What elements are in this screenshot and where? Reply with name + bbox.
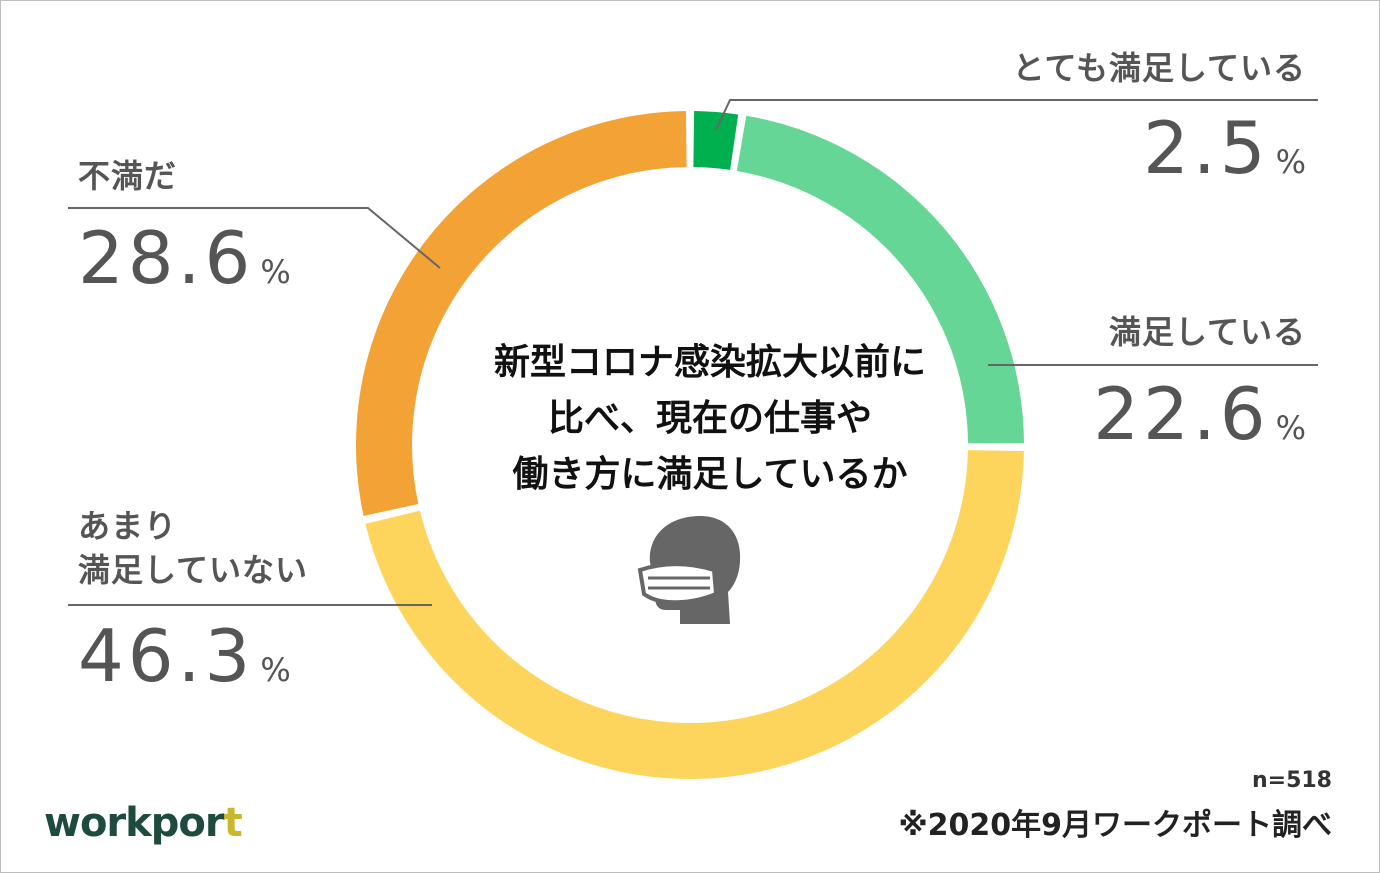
category-satisfied: 満足している <box>1108 313 1306 351</box>
logo-text-main: workpor <box>44 800 225 846</box>
sample-size: n=518 <box>1251 768 1332 793</box>
logo-text-accent: t <box>223 800 243 846</box>
value-not-very-satisfied-unit: % <box>260 651 291 689</box>
value-very-satisfied: 2.5% <box>1013 112 1306 198</box>
value-satisfied: 22.6% <box>1093 378 1306 464</box>
slice-satisfied <box>736 115 1024 444</box>
source-note: ※2020年9月ワークポート調べ <box>898 808 1332 843</box>
category-not-very-satisfied-line1: あまり <box>78 507 178 545</box>
value-not-very-satisfied-number: 46.3 <box>78 614 255 698</box>
value-very-satisfied-unit: % <box>1275 143 1306 181</box>
leader-lines <box>68 99 1318 606</box>
donut-slices <box>356 111 1024 780</box>
value-dissatisfied-unit: % <box>260 253 291 291</box>
category-dissatisfied: 不満だ <box>78 157 178 195</box>
leader-very-satisfied <box>715 99 1318 131</box>
label-dissatisfied: 不満だ 28.6% <box>78 154 291 308</box>
chart-title-line1: 新型コロナ感染拡大以前に <box>493 342 926 383</box>
value-dissatisfied-number: 28.6 <box>78 216 255 300</box>
label-not-very-satisfied: あまり 満足していない 46.3% <box>78 504 308 706</box>
category-very-satisfied: とても満足している <box>1012 49 1306 87</box>
value-dissatisfied: 28.6% <box>78 222 291 308</box>
value-not-very-satisfied: 46.3% <box>78 620 308 706</box>
value-satisfied-number: 22.6 <box>1093 372 1270 456</box>
workport-logo: workport <box>44 800 243 846</box>
slice-very-satisfied <box>693 111 739 170</box>
chart-title-line2: 比べ、現在の仕事や <box>547 398 872 439</box>
label-satisfied: 満足している 22.6% <box>1093 310 1306 464</box>
label-very-satisfied: とても満足している 2.5% <box>1013 46 1306 198</box>
category-not-very-satisfied-line2: 満足していない <box>78 551 309 589</box>
chart-title: 新型コロナ感染拡大以前に 比べ、現在の仕事や 働き方に満足しているか <box>430 335 990 503</box>
value-very-satisfied-number: 2.5 <box>1143 106 1270 190</box>
slice-not-very-satisfied <box>365 450 1024 780</box>
chart-title-line3: 働き方に満足しているか <box>512 454 908 495</box>
value-satisfied-unit: % <box>1275 409 1306 447</box>
slice-dissatisfied <box>356 111 687 516</box>
masked-person-icon <box>637 516 741 624</box>
leader-dissatisfied <box>68 207 441 269</box>
